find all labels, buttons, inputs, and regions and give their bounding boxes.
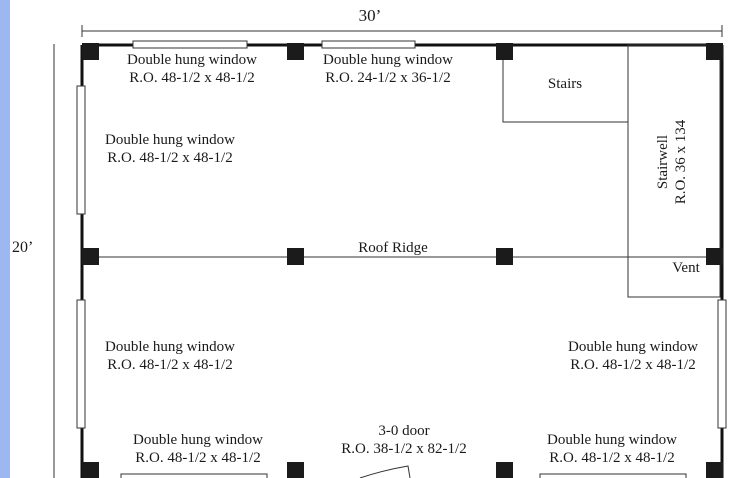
width-dimension-label: 30’	[358, 6, 382, 25]
window-type: Double hung window	[547, 432, 677, 448]
post-bottom-1	[287, 462, 304, 478]
post-top-2	[496, 43, 513, 60]
window-opening-left-lower	[76, 299, 86, 429]
post-top-right	[706, 43, 723, 60]
stairs-outline	[502, 45, 628, 123]
window-label-top-middle: Double hung window R.O. 24-1/2 x 36-1/2	[300, 51, 476, 87]
window-rough-opening: R.O. 48-1/2 x 48-1/2	[129, 70, 255, 86]
window-label-top-left: Double hung window R.O. 48-1/2 x 48-1/2	[104, 51, 280, 87]
window-rough-opening: R.O. 48-1/2 x 48-1/2	[549, 450, 675, 466]
window-label-right-lower: Double hung window R.O. 48-1/2 x 48-1/2	[545, 338, 721, 374]
stairwell-label: Stairwell R.O. 36 x 134	[654, 92, 694, 232]
post-top-left	[82, 43, 99, 60]
window-rough-opening: R.O. 48-1/2 x 48-1/2	[135, 450, 261, 466]
door-rough-opening: R.O. 38-1/2 x 82-1/2	[341, 441, 467, 457]
stairwell-outline	[627, 44, 721, 298]
post-top-1	[287, 43, 304, 60]
post-bottom-right	[706, 462, 723, 478]
roof-ridge-label: Roof Ridge	[358, 240, 428, 256]
post-bottom-left	[82, 462, 99, 478]
window-rough-opening: R.O. 48-1/2 x 48-1/2	[107, 150, 233, 166]
window-type: Double hung window	[105, 339, 235, 355]
post-mid-2	[496, 248, 513, 265]
stairs-label: Stairs	[547, 76, 583, 92]
vent-label: Vent	[672, 260, 700, 276]
window-opening-bottom-right	[539, 473, 687, 478]
floor-plan-sheet	[10, 0, 730, 478]
window-opening-right-lower	[717, 299, 727, 429]
window-opening-left-upper	[76, 85, 86, 215]
window-rough-opening: R.O. 48-1/2 x 48-1/2	[570, 357, 696, 373]
window-type: Double hung window	[568, 339, 698, 355]
post-bottom-2	[496, 462, 513, 478]
depth-dimension-label: 20’	[12, 239, 34, 256]
door-swing	[359, 465, 411, 478]
post-mid-left	[82, 248, 99, 265]
window-label-bottom-right: Double hung window R.O. 48-1/2 x 48-1/2	[524, 431, 700, 467]
window-label-left-lower: Double hung window R.O. 48-1/2 x 48-1/2	[82, 338, 258, 374]
window-type: Double hung window	[323, 52, 453, 68]
window-type: Double hung window	[133, 432, 263, 448]
window-type: Double hung window	[105, 132, 235, 148]
window-rough-opening: R.O. 24-1/2 x 36-1/2	[325, 70, 451, 86]
stairwell-title: Stairwell	[655, 134, 671, 190]
window-opening-top-left	[132, 40, 248, 49]
door-type: 3-0 door	[378, 423, 430, 439]
window-opening-bottom-left	[120, 473, 268, 478]
post-mid-right	[706, 248, 723, 265]
post-mid-1	[287, 248, 304, 265]
stairwell-rough-opening: R.O. 36 x 134	[673, 119, 689, 205]
window-label-bottom-left: Double hung window R.O. 48-1/2 x 48-1/2	[110, 431, 286, 467]
door-label: 3-0 door R.O. 38-1/2 x 82-1/2	[316, 422, 492, 458]
window-type: Double hung window	[127, 52, 257, 68]
window-opening-top-middle	[321, 40, 416, 49]
window-rough-opening: R.O. 48-1/2 x 48-1/2	[107, 357, 233, 373]
window-label-left-upper: Double hung window R.O. 48-1/2 x 48-1/2	[82, 131, 258, 167]
